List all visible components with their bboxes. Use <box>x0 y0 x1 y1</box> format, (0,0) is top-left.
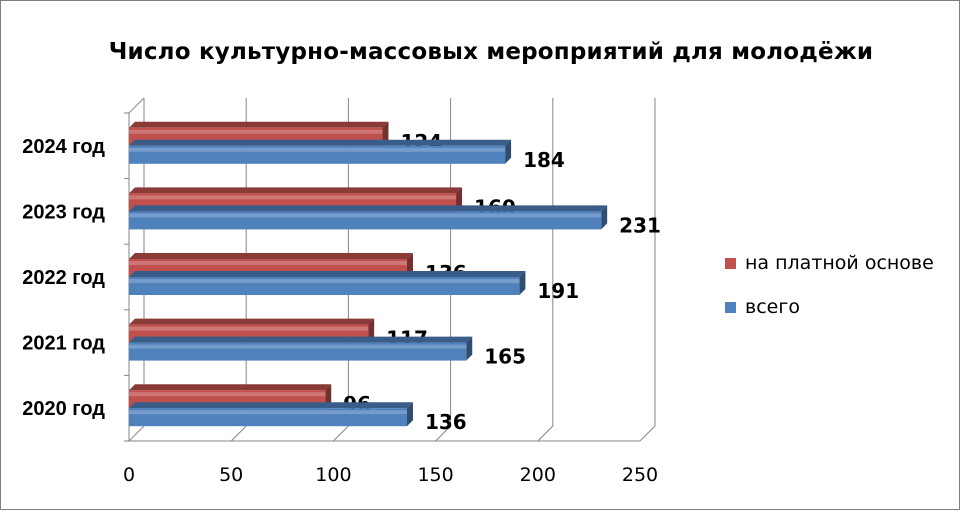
x-tick-label: 250 <box>622 464 658 486</box>
y-category-label: 2024 год <box>22 136 105 158</box>
bar-end-face <box>601 205 608 230</box>
legend-swatch-paid <box>725 257 736 269</box>
bar-top-face <box>129 336 473 343</box>
bar-top-face <box>129 384 332 391</box>
bar-top-face <box>129 318 375 325</box>
floor-gridline <box>435 425 451 442</box>
bar-total <box>129 277 520 295</box>
bar-highlight <box>129 344 467 349</box>
data-label: 184 <box>523 148 565 172</box>
bar-top-face <box>129 402 413 409</box>
floor-gridline <box>230 425 247 442</box>
bar-end-face <box>466 336 473 361</box>
y-category-label: 2022 год <box>22 267 105 289</box>
bar-highlight <box>129 213 602 218</box>
x-tick-label: 0 <box>123 464 135 486</box>
y-axis-top-edge <box>128 97 145 114</box>
legend-label-paid: на платной основе <box>745 252 934 274</box>
legend-label-total: всего <box>745 296 800 318</box>
bar-end-face <box>406 402 413 427</box>
data-label: 231 <box>619 213 661 237</box>
x-tick-label: 50 <box>219 464 243 486</box>
bar-top-face <box>129 139 512 146</box>
legend: на платной основе всего <box>725 251 934 339</box>
bar-highlight <box>129 326 369 331</box>
bar-total <box>129 211 602 230</box>
bar-highlight <box>129 279 520 283</box>
legend-swatch-total <box>725 301 736 313</box>
data-label: 165 <box>484 345 526 369</box>
bar-highlight <box>129 147 506 152</box>
bar-top-face <box>129 187 463 194</box>
x-tick-label: 100 <box>315 464 351 486</box>
legend-item-paid: на платной основе <box>725 251 934 275</box>
bar-total <box>129 145 506 164</box>
y-category-label: 2021 год <box>22 333 105 355</box>
bar-top-face <box>129 121 389 128</box>
chart-title: Число культурно-массовых мероприятий для… <box>108 39 874 65</box>
data-label: 191 <box>537 279 579 303</box>
bar-end-face <box>519 271 526 295</box>
bar-end-face <box>505 139 512 164</box>
bar-highlight <box>129 195 457 200</box>
y-category-label: 2020 год <box>22 398 105 420</box>
legend-item-total: всего <box>725 295 934 319</box>
bar-total <box>129 342 467 361</box>
bar-highlight <box>129 410 407 415</box>
bar-top-face <box>129 253 413 259</box>
bar-highlight <box>129 392 326 397</box>
bar-top-face <box>129 271 526 277</box>
floor-gridline <box>537 425 554 442</box>
x-tick-label: 200 <box>520 464 556 486</box>
bar-highlight <box>129 261 407 265</box>
y-category-label: 2023 год <box>22 201 105 223</box>
floor-gridline <box>333 425 349 442</box>
bar-top-face <box>129 205 608 212</box>
floor-gridline <box>639 425 656 442</box>
data-label: 136 <box>425 410 467 434</box>
floor-gridline <box>128 425 145 442</box>
bar-total <box>129 408 407 427</box>
bar-highlight <box>129 129 383 134</box>
x-tick-label: 150 <box>417 464 453 486</box>
